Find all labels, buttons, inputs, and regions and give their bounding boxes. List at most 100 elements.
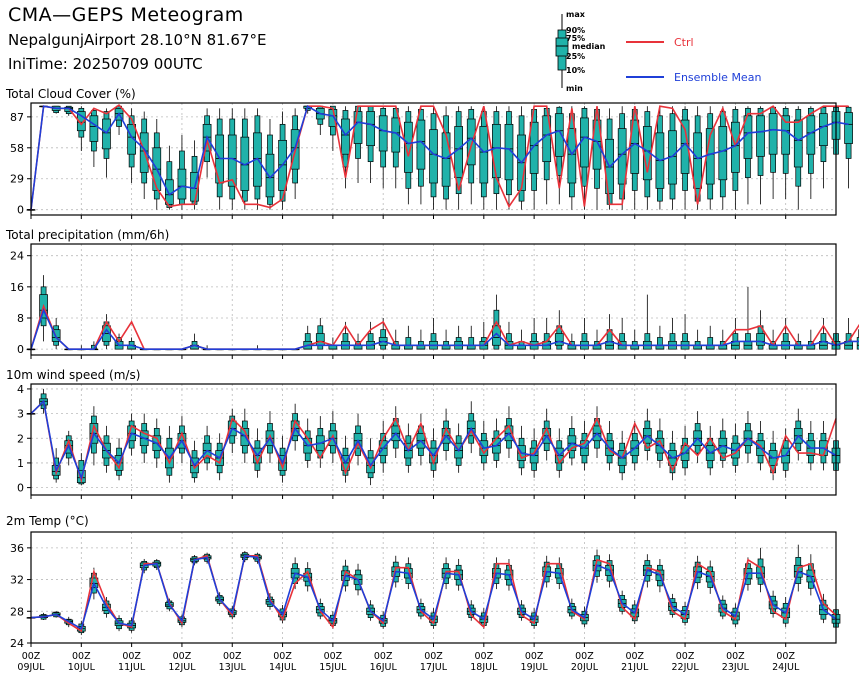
box-mark bbox=[89, 108, 99, 167]
box-mark bbox=[441, 329, 451, 350]
box-mark bbox=[793, 106, 803, 210]
box-mark bbox=[718, 329, 728, 350]
y-tick-label: 24 bbox=[10, 637, 24, 650]
panel-title: Total precipitation (mm/6h) bbox=[5, 228, 169, 242]
box-mark bbox=[680, 106, 690, 210]
box-mark bbox=[177, 135, 187, 210]
box-25-75 bbox=[567, 128, 577, 184]
station-label: NepalgunjAirport 28.10°N 81.67°E bbox=[8, 31, 267, 49]
ensemble-mean-line bbox=[30, 399, 837, 481]
box-mark bbox=[102, 108, 111, 178]
box-25-75 bbox=[127, 123, 136, 155]
panel-title: Total Cloud Cover (%) bbox=[5, 87, 136, 101]
box-mark bbox=[693, 329, 702, 350]
box-25-75 bbox=[844, 112, 853, 144]
box-mark bbox=[819, 318, 828, 350]
legend-box-label: min bbox=[566, 84, 583, 93]
x-tick-hour-label: 00Z bbox=[424, 651, 443, 662]
box-25-75 bbox=[353, 111, 363, 144]
box-25-75 bbox=[240, 136, 250, 191]
box-25-75 bbox=[617, 128, 627, 185]
box-mark bbox=[554, 106, 564, 205]
box-mark bbox=[416, 329, 426, 350]
box-mark bbox=[454, 106, 464, 210]
x-tick-hour-label: 00Z bbox=[72, 651, 91, 662]
box-mark bbox=[705, 325, 715, 350]
box-25-75 bbox=[592, 119, 602, 170]
x-tick-hour-label: 00Z bbox=[374, 651, 393, 662]
x-tick-hour-label: 00Z bbox=[525, 651, 544, 662]
x-tick-day-label: 10JUL bbox=[68, 662, 96, 673]
box-mark bbox=[504, 106, 514, 210]
ensemble-mean-line bbox=[30, 554, 837, 630]
box-mark bbox=[479, 421, 489, 471]
box-mark bbox=[705, 106, 715, 210]
ctrl-line bbox=[30, 399, 837, 484]
x-axis-labels: 00Z09JUL00Z10JUL00Z11JUL00Z12JUL00Z13JUL… bbox=[17, 651, 800, 673]
panel-title: 2m Temp (°C) bbox=[6, 514, 89, 528]
box-mark bbox=[680, 314, 690, 350]
init-time-label: IniTime: 20250709 00UTC bbox=[8, 55, 203, 73]
x-tick-day-label: 17JUL bbox=[420, 662, 448, 673]
panel-2: Total precipitation (mm/6h) 0 8 16 24 bbox=[5, 228, 859, 359]
box-mark bbox=[592, 106, 602, 210]
box-25-75 bbox=[366, 111, 375, 147]
box-mark bbox=[265, 119, 275, 210]
box-mark bbox=[315, 105, 325, 135]
x-tick-day-label: 24JUL bbox=[772, 662, 800, 673]
x-tick-day-label: 21JUL bbox=[621, 662, 649, 673]
x-tick-day-label: 16JUL bbox=[370, 662, 398, 673]
legend-mean-label: Ensemble Mean bbox=[674, 71, 761, 84]
box-25-75 bbox=[529, 121, 539, 174]
box-mark bbox=[517, 329, 526, 350]
box-mark bbox=[668, 318, 677, 350]
box-mark bbox=[718, 106, 728, 210]
box-mark bbox=[718, 418, 728, 468]
box-mark bbox=[642, 408, 652, 461]
box-25-75 bbox=[793, 119, 803, 168]
x-tick-day-label: 09JUL bbox=[17, 662, 45, 673]
box-25-75 bbox=[554, 333, 564, 346]
box-mark bbox=[429, 106, 438, 210]
x-tick-day-label: 14JUL bbox=[269, 662, 297, 673]
x-tick-day-label: 13JUL bbox=[219, 662, 247, 673]
box-mark bbox=[605, 108, 614, 210]
ensemble-mean-line bbox=[30, 104, 849, 210]
panel-title: 10m wind speed (m/s) bbox=[6, 368, 140, 382]
box-mark bbox=[240, 108, 250, 210]
box-25-75 bbox=[403, 121, 413, 173]
ctrl-line bbox=[30, 104, 849, 210]
box-25-75 bbox=[781, 115, 791, 155]
box-mark bbox=[139, 111, 149, 199]
legend-box-label: median bbox=[572, 42, 606, 51]
panel-3: 10m wind speed (m/s) 0 1 2 3 4 bbox=[6, 368, 841, 499]
box-25-75 bbox=[315, 333, 325, 346]
box-25-75 bbox=[819, 113, 828, 147]
box-mark bbox=[165, 145, 174, 210]
box-mark bbox=[756, 106, 765, 205]
box-mark bbox=[781, 106, 791, 199]
box-mark bbox=[328, 337, 338, 350]
x-tick-day-label: 15JUL bbox=[319, 662, 347, 673]
y-tick-label: 28 bbox=[10, 605, 24, 618]
box-mark bbox=[592, 329, 602, 350]
box-mark bbox=[76, 106, 86, 151]
box-25-75 bbox=[265, 153, 275, 198]
box-25-75 bbox=[693, 132, 702, 189]
box-mark bbox=[642, 294, 652, 350]
box-mark bbox=[202, 425, 212, 471]
box-mark bbox=[315, 318, 325, 350]
box-25-75 bbox=[718, 126, 728, 181]
box-mark bbox=[366, 105, 375, 183]
box-25-75 bbox=[492, 123, 501, 179]
box-25-75 bbox=[856, 337, 859, 350]
y-tick-label: 16 bbox=[10, 281, 24, 294]
box-mark bbox=[102, 314, 111, 350]
chart-title: CMA—GEPS Meteogram bbox=[8, 4, 244, 26]
box-25-75 bbox=[756, 115, 765, 157]
panel-4: 2m Temp (°C) 24 28 32 36 bbox=[6, 514, 841, 650]
x-tick-hour-label: 00Z bbox=[475, 651, 494, 662]
y-tick-label: 3 bbox=[17, 408, 24, 421]
box-mark bbox=[580, 318, 589, 350]
